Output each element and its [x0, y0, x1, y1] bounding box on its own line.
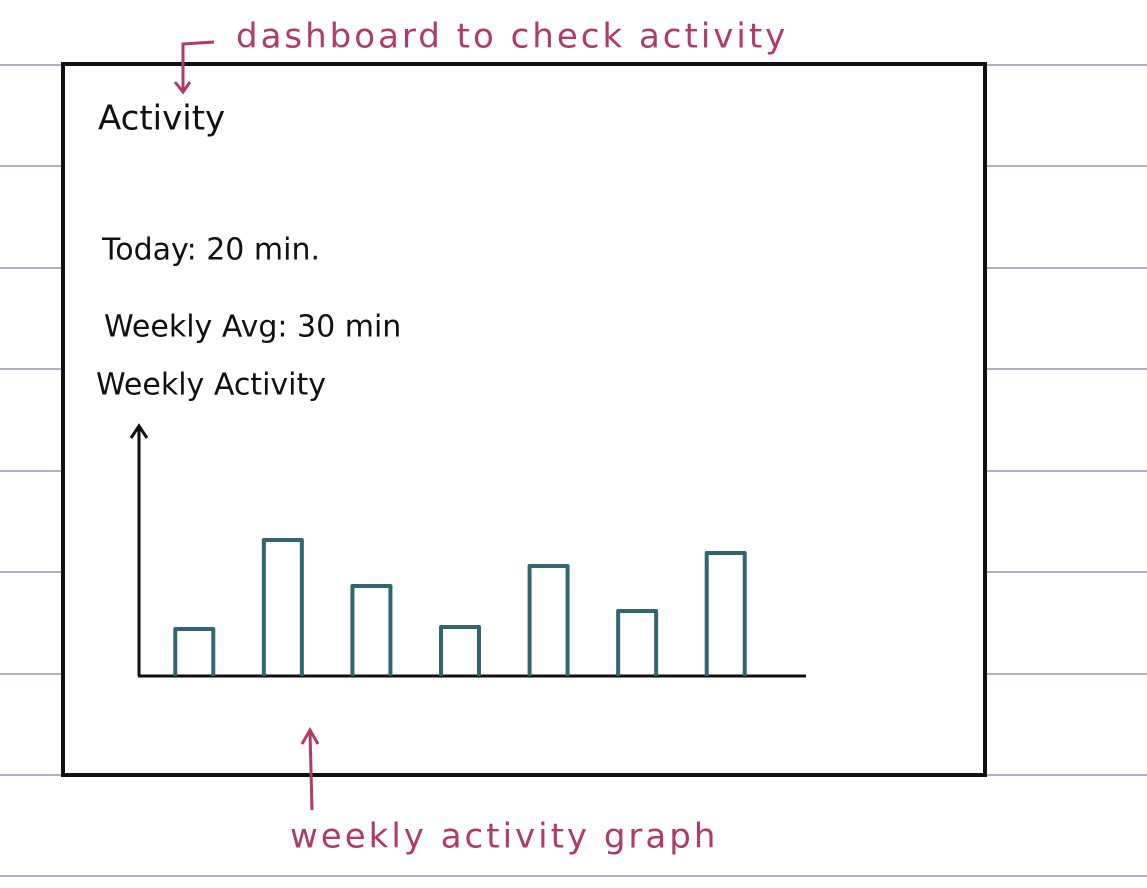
bar — [439, 625, 481, 676]
today-stat: Today: 20 min. — [101, 233, 320, 268]
screen-frame — [61, 62, 987, 777]
bar-chart — [129, 423, 806, 678]
weekly-avg-stat: Weekly Avg: 30 min — [104, 310, 401, 345]
bar — [527, 564, 570, 676]
y-axis — [129, 423, 149, 676]
annotation: weekly activity graph — [290, 817, 718, 857]
bar — [704, 551, 747, 676]
annotation-arrow — [173, 40, 215, 95]
bar — [173, 627, 216, 676]
annotation: dashboard to check activity — [236, 17, 788, 57]
bar — [616, 609, 659, 676]
chart-title: Weekly Activity — [96, 368, 326, 403]
annotation-arrow — [300, 726, 320, 811]
bar — [261, 538, 304, 676]
screen-title: Activity — [98, 99, 225, 139]
bar — [350, 584, 393, 676]
